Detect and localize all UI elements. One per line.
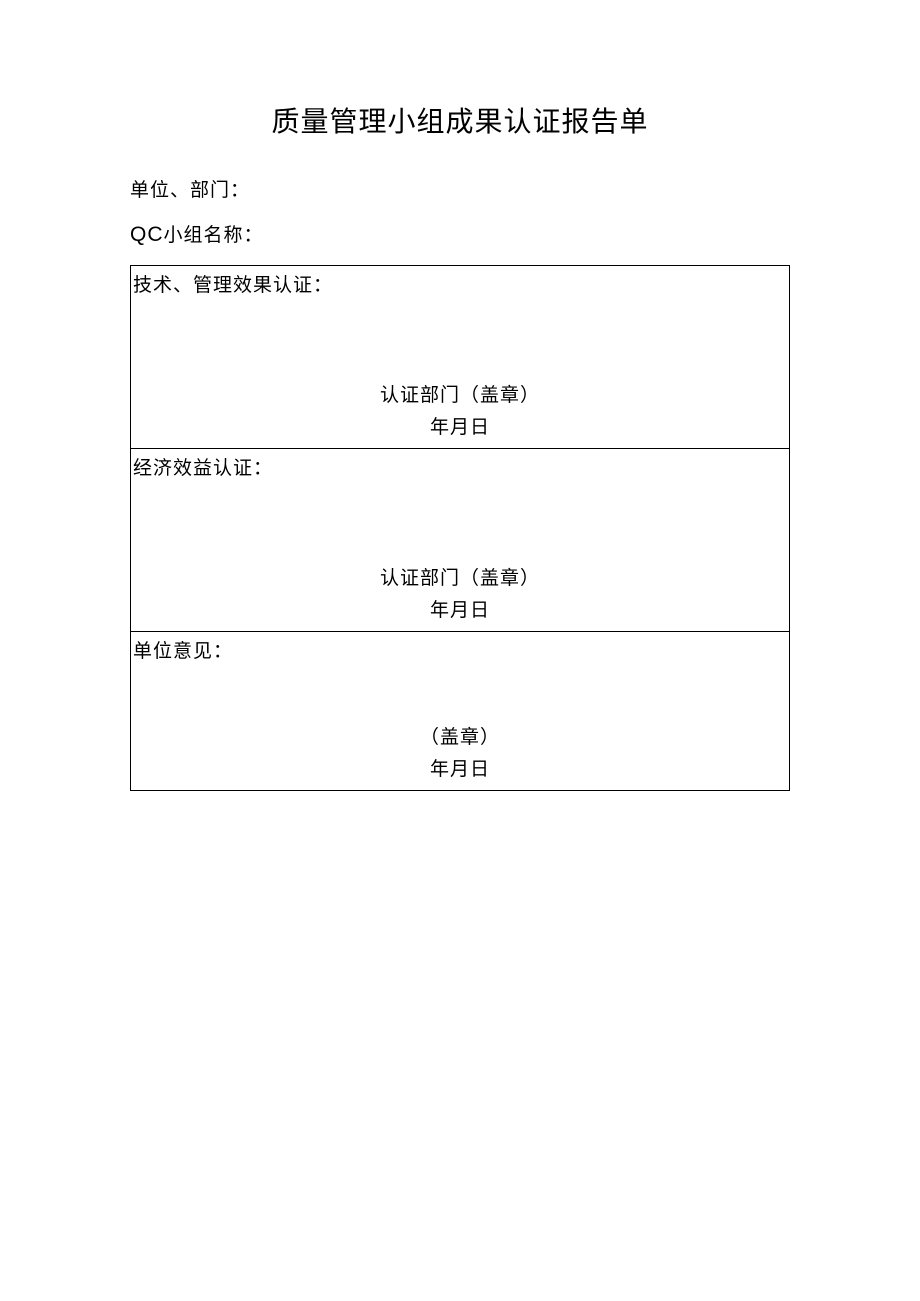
date-line-1: 年月日 — [131, 412, 789, 444]
seal-line-3: （盖章） — [131, 722, 789, 754]
unit-dept-field: 单位、部门： — [130, 175, 790, 202]
seal-block-3: （盖章） 年月日 — [131, 722, 789, 786]
seal-block-2: 认证部门（盖章） 年月日 — [131, 563, 789, 627]
qc-prefix: QC — [130, 223, 164, 246]
section-label-tech: 技术、管理效果认证： — [131, 266, 789, 301]
certification-table: 技术、管理效果认证： 认证部门（盖章） 年月日 经济效益认证： 认证部门（盖章）… — [130, 265, 790, 791]
date-line-3: 年月日 — [131, 754, 789, 786]
qc-group-field: QC小组名称： — [130, 220, 790, 247]
seal-line-2: 认证部门（盖章） — [131, 563, 789, 595]
form-title: 质量管理小组成果认证报告单 — [130, 100, 790, 140]
section-unit-opinion: 单位意见： （盖章） 年月日 — [131, 632, 789, 790]
section-label-economic: 经济效益认证： — [131, 449, 789, 484]
seal-line-1: 认证部门（盖章） — [131, 380, 789, 412]
form-page: 质量管理小组成果认证报告单 单位、部门： QC小组名称： 技术、管理效果认证： … — [0, 0, 920, 791]
qc-group-label: 小组名称： — [164, 225, 264, 246]
unit-dept-label: 单位、部门： — [130, 180, 250, 201]
section-tech-mgmt: 技术、管理效果认证： 认证部门（盖章） 年月日 — [131, 266, 789, 448]
date-line-2: 年月日 — [131, 595, 789, 627]
section-economic: 经济效益认证： 认证部门（盖章） 年月日 — [131, 449, 789, 631]
section-label-opinion: 单位意见： — [131, 632, 789, 667]
seal-block-1: 认证部门（盖章） 年月日 — [131, 380, 789, 444]
